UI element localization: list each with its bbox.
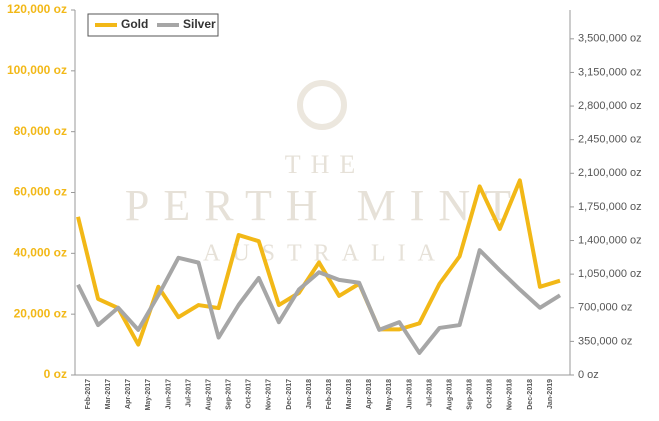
y-tick-label: 20,000 oz bbox=[14, 306, 67, 320]
y2-tick-label: 350,000 oz bbox=[578, 335, 632, 347]
x-tick-label: Aug-2018 bbox=[446, 379, 453, 411]
legend-label: Gold bbox=[121, 17, 148, 31]
y2-tick-label: 2,800,000 oz bbox=[578, 100, 642, 112]
y2-tick-label: 0 oz bbox=[578, 369, 599, 381]
y-tick-label: 100,000 oz bbox=[7, 63, 67, 77]
x-tick-label: Aug-2017 bbox=[205, 379, 212, 411]
x-tick-label: Jan-2019 bbox=[547, 379, 554, 409]
x-tick-label: Feb-2017 bbox=[85, 379, 92, 409]
x-tick-label: May-2017 bbox=[145, 379, 152, 411]
y-tick-label: 40,000 oz bbox=[14, 246, 67, 260]
legend-label: Silver bbox=[183, 17, 216, 31]
x-tick-label: Mar-2018 bbox=[346, 379, 353, 409]
watermark-text: PERTH MINT bbox=[125, 181, 525, 230]
watermark-text: AUSTRALIA bbox=[203, 241, 447, 267]
y2-tick-label: 1,050,000 oz bbox=[578, 268, 642, 280]
watermark-text: THE bbox=[285, 150, 366, 179]
watermark: THE PERTH MINT AUSTRALIA bbox=[125, 80, 525, 267]
y-tick-label: 120,000 oz bbox=[7, 2, 67, 16]
x-tick-label: Jan-2018 bbox=[306, 379, 313, 409]
x-tick-label: Jun-2017 bbox=[165, 379, 172, 409]
x-tick-label: Apr-2017 bbox=[125, 379, 132, 409]
y-tick-label: 80,000 oz bbox=[14, 124, 67, 138]
y2-tick-label: 700,000 oz bbox=[578, 302, 632, 314]
x-tick-label: Apr-2018 bbox=[366, 379, 373, 409]
y2-tick-label: 1,750,000 oz bbox=[578, 201, 642, 213]
x-tick-label: Jul-2018 bbox=[426, 379, 433, 407]
legend: Gold Silver bbox=[87, 13, 219, 37]
y2-tick-label: 3,500,000 oz bbox=[578, 33, 642, 45]
x-tick-label: Nov-2018 bbox=[507, 379, 514, 410]
watermark-logo bbox=[297, 80, 347, 130]
x-tick-label: Dec-2017 bbox=[286, 379, 293, 410]
y2-tick-label: 2,100,000 oz bbox=[578, 167, 642, 179]
x-tick-label: May-2018 bbox=[386, 379, 393, 411]
line-series bbox=[76, 178, 561, 347]
y-tick-label: 60,000 oz bbox=[14, 185, 67, 199]
x-tick-label: Sep-2018 bbox=[467, 379, 474, 410]
x-tick-label: Sep-2017 bbox=[226, 379, 233, 410]
x-tick-label: Mar-2017 bbox=[105, 379, 112, 409]
y2-tick-label: 1,400,000 oz bbox=[578, 234, 642, 246]
y-tick-label: 0 oz bbox=[44, 367, 67, 381]
x-tick-label: Jul-2017 bbox=[185, 379, 192, 407]
y2-tick-label: 3,150,000 oz bbox=[578, 66, 642, 78]
x-tick-label: Oct-2017 bbox=[246, 379, 253, 409]
x-tick-label: Jun-2018 bbox=[406, 379, 413, 409]
y2-tick-label: 2,450,000 oz bbox=[578, 134, 642, 146]
x-tick-label: Feb-2018 bbox=[326, 379, 333, 409]
x-tick-label: Nov-2017 bbox=[266, 379, 273, 410]
legend-box bbox=[87, 13, 219, 37]
x-tick-label: Oct-2018 bbox=[487, 379, 494, 409]
x-tick-label: Dec-2018 bbox=[527, 379, 534, 410]
line-series bbox=[76, 248, 562, 355]
